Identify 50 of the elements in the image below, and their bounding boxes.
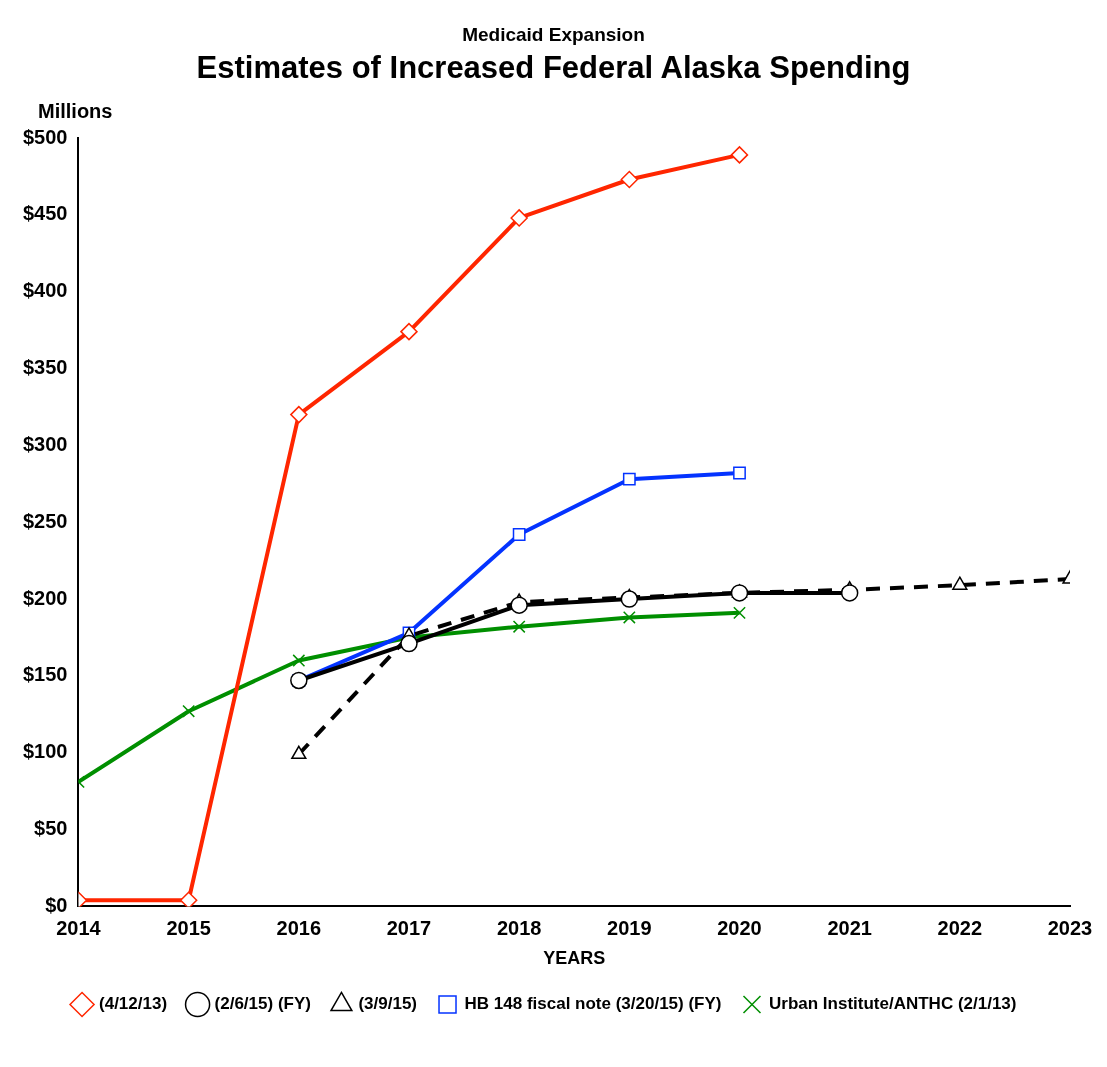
x-tick-label: 2018 <box>496 916 542 939</box>
y-tick-label: $100 <box>22 740 68 763</box>
point <box>952 576 968 590</box>
y-tick-label: $0 <box>45 893 68 916</box>
x-tick-label: 2016 <box>276 916 322 939</box>
y-tick-label: $450 <box>22 202 68 225</box>
point <box>512 620 526 634</box>
legend-label: (4/12/13) <box>99 994 168 1014</box>
x-tick-label: 2014 <box>56 916 102 939</box>
point <box>730 146 749 164</box>
point <box>840 584 859 602</box>
legend-label: Urban Institute/ANTHC (2/1/13) <box>768 994 1017 1014</box>
x-tick-label: 2023 <box>1047 916 1093 939</box>
x-axis-title: YEARS <box>543 948 606 969</box>
chart-subtitle: Medicaid Expansion <box>461 23 646 46</box>
x-tick-label: 2019 <box>607 916 652 939</box>
y-tick-label: $150 <box>22 663 68 686</box>
y-tick-label: $50 <box>34 817 68 840</box>
point <box>733 466 746 480</box>
legend-label: (3/9/15) <box>358 994 418 1014</box>
y-tick-label: $300 <box>22 432 68 455</box>
y-tick-label: $350 <box>22 356 68 379</box>
point <box>620 170 639 189</box>
point <box>179 891 198 907</box>
y-tick-label: $500 <box>22 125 68 148</box>
legend-label: HB 148 fiscal note (3/20/15) (FY) <box>464 994 722 1014</box>
point <box>510 596 528 614</box>
point <box>400 322 418 341</box>
y-tick-label: $250 <box>22 509 68 532</box>
x-tick-label: 2022 <box>937 916 983 939</box>
x-tick-label: 2021 <box>827 916 872 939</box>
point <box>620 590 639 608</box>
point <box>622 611 636 624</box>
point <box>733 606 746 620</box>
x-tick-label: 2020 <box>717 916 762 939</box>
y-tick-label: $200 <box>22 586 68 609</box>
y-tick-label: $400 <box>22 279 68 302</box>
x-tick-label: 2015 <box>166 916 211 939</box>
point <box>291 745 307 760</box>
point <box>510 209 528 227</box>
legend-label: (2/6/15) (FY) <box>214 994 311 1014</box>
point <box>182 704 196 718</box>
point <box>400 634 418 653</box>
point <box>292 654 306 667</box>
point <box>622 472 636 486</box>
point <box>290 405 308 424</box>
x-tick-label: 2017 <box>386 916 432 939</box>
y-axis-title: Millions <box>38 100 114 123</box>
point <box>512 528 526 541</box>
chart-title: Estimates of Increased Federal Alaska Spending <box>195 50 912 86</box>
